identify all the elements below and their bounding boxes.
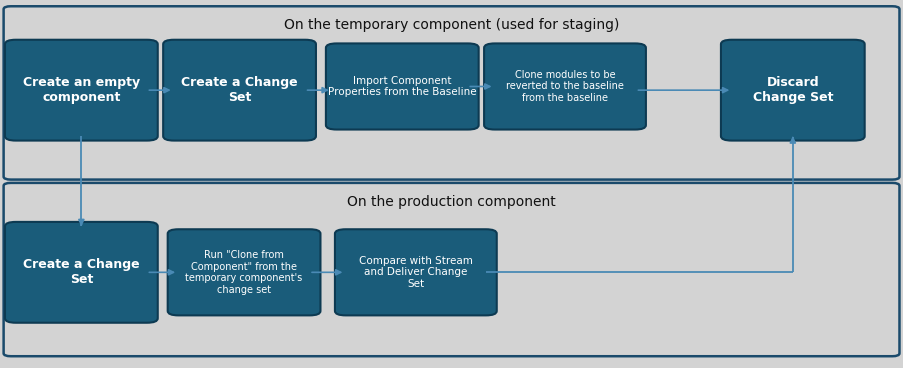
Text: On the production component: On the production component <box>347 195 555 209</box>
Text: Clone modules to be
reverted to the baseline
from the baseline: Clone modules to be reverted to the base… <box>506 70 623 103</box>
FancyBboxPatch shape <box>163 40 316 141</box>
Text: Compare with Stream
and Deliver Change
Set: Compare with Stream and Deliver Change S… <box>358 256 472 289</box>
FancyBboxPatch shape <box>4 6 898 180</box>
FancyBboxPatch shape <box>168 229 321 315</box>
Text: Create a Change
Set: Create a Change Set <box>23 258 140 286</box>
FancyBboxPatch shape <box>484 43 645 130</box>
FancyBboxPatch shape <box>4 183 898 356</box>
FancyBboxPatch shape <box>5 40 157 141</box>
FancyBboxPatch shape <box>5 222 157 323</box>
FancyBboxPatch shape <box>721 40 864 141</box>
Text: Discard
Change Set: Discard Change Set <box>751 76 833 104</box>
FancyBboxPatch shape <box>325 43 479 130</box>
Text: Run "Clone from
Component" from the
temporary component's
change set: Run "Clone from Component" from the temp… <box>185 250 303 295</box>
Text: Create an empty
component: Create an empty component <box>23 76 140 104</box>
Text: Import Component
Properties from the Baseline: Import Component Properties from the Bas… <box>328 76 476 97</box>
Text: Create a Change
Set: Create a Change Set <box>181 76 298 104</box>
FancyBboxPatch shape <box>334 229 497 315</box>
Text: On the temporary component (used for staging): On the temporary component (used for sta… <box>284 18 619 32</box>
